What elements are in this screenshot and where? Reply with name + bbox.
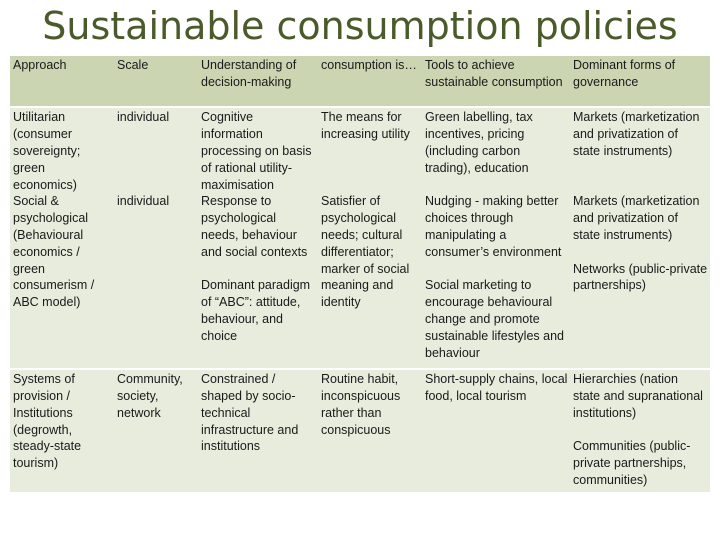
header-understanding: Understanding of decision-making bbox=[198, 56, 318, 108]
tools-nudging: Nudging - making better choices through … bbox=[425, 194, 562, 259]
tools-systems: Short-supply chains, local food, local t… bbox=[422, 368, 570, 492]
understanding-utilitarian: Cognitive information processing on basi… bbox=[201, 110, 315, 192]
consumption-systems: Routine habit, inconspicuous rather than… bbox=[318, 368, 422, 492]
table-row: Systems of provision / Institutions (deg… bbox=[10, 368, 710, 492]
governance-social-markets: Markets (marketization and privatization… bbox=[573, 194, 703, 242]
header-approach: Approach bbox=[10, 56, 114, 108]
header-tools: Tools to achieve sustainable consumption bbox=[422, 56, 570, 108]
header-governance: Dominant forms of governance bbox=[570, 56, 710, 108]
governance-utilitarian: Markets (marketization and privatization… bbox=[573, 110, 703, 158]
tools-cell: Green labelling, tax incentives, pricing… bbox=[422, 106, 570, 370]
governance-cell: Hierarchies (nation state and supranatio… bbox=[570, 368, 710, 492]
slide-title: Sustainable consumption policies bbox=[42, 4, 678, 48]
scale-systems: Community, society, network bbox=[114, 368, 198, 492]
scale-social: individual bbox=[117, 194, 170, 209]
tools-utilitarian: Green labelling, tax incentives, pricing… bbox=[425, 110, 537, 175]
approach-social: Social & psychological (Behavioural econ… bbox=[13, 194, 98, 310]
tools-social-marketing: Social marketing to encourage behavioura… bbox=[425, 278, 568, 360]
header-scale: Scale bbox=[114, 56, 198, 108]
consumption-cell: The means for increasing utility Satisfie… bbox=[318, 106, 422, 370]
governance-networks: Networks (public-private partnerships) bbox=[573, 261, 708, 293]
governance-cell: Markets (marketization and privatization… bbox=[570, 106, 710, 370]
consumption-utilitarian: The means for increasing utility bbox=[321, 110, 410, 142]
understanding-systems: Constrained / shaped by socio-technical … bbox=[198, 368, 318, 492]
understanding-cell: Cognitive information processing on basi… bbox=[198, 106, 318, 370]
table-row: Utilitarian (consumer sovereignty; green… bbox=[10, 106, 710, 370]
understanding-abc: Dominant paradigm of “ABC”: attitude, be… bbox=[201, 278, 314, 343]
approach-systems: Systems of provision / Institutions (deg… bbox=[10, 368, 114, 492]
governance-communities: Communities (public-private partnerships… bbox=[573, 439, 691, 487]
policy-table: Approach Scale Understanding of decision… bbox=[10, 56, 710, 492]
approach-cell: Utilitarian (consumer sovereignty; green… bbox=[10, 106, 114, 370]
understanding-social: Response to psychological needs, behavio… bbox=[201, 194, 308, 259]
scale-utilitarian: individual bbox=[117, 110, 170, 125]
consumption-social: Satisfier of psychological needs; cultur… bbox=[321, 194, 413, 310]
header-row: Approach Scale Understanding of decision… bbox=[10, 56, 710, 108]
header-consumption: consumption is… bbox=[318, 56, 422, 108]
governance-hierarchies: Hierarchies (nation state and supranatio… bbox=[573, 372, 707, 420]
approach-utilitarian: Utilitarian (consumer sovereignty; green… bbox=[13, 110, 84, 192]
scale-cell: individual individual bbox=[114, 106, 198, 370]
